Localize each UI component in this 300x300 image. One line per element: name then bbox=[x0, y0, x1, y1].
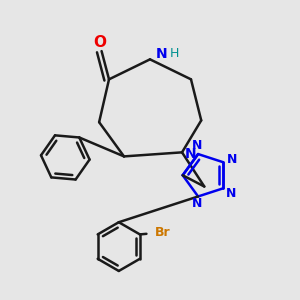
Text: N: N bbox=[184, 147, 196, 161]
Text: N: N bbox=[156, 47, 168, 61]
Text: N: N bbox=[227, 153, 237, 166]
Text: N: N bbox=[226, 187, 236, 200]
Text: H: H bbox=[170, 47, 179, 61]
Text: Br: Br bbox=[155, 226, 170, 239]
Text: N: N bbox=[191, 139, 202, 152]
Text: O: O bbox=[94, 35, 106, 50]
Text: N: N bbox=[191, 197, 202, 210]
